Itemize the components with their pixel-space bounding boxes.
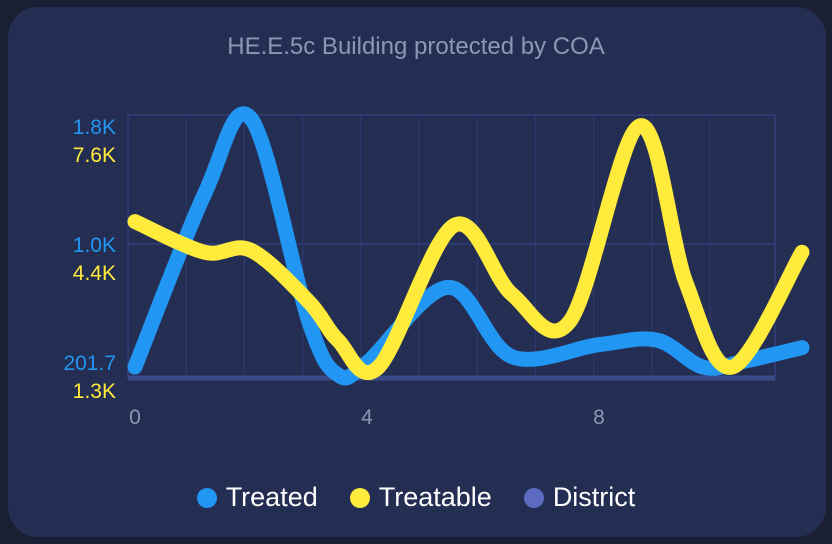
legend-label: Treated	[225, 482, 318, 512]
legend-item-district[interactable]: District	[523, 482, 636, 513]
y-tick-label: 1.3K	[73, 380, 116, 403]
legend-dot-icon	[196, 487, 217, 508]
legend-dot-icon	[523, 487, 544, 508]
legend-label: District	[552, 482, 636, 512]
y-tick-label: 4.4K	[73, 262, 116, 285]
series-line-treatable	[127, 118, 810, 380]
series-lines	[127, 106, 810, 386]
x-tick-label: 8	[593, 406, 605, 429]
legend-item-treated[interactable]: Treated	[196, 482, 318, 513]
y-axis-ticks: 1.8K 1.0K 201.7 7.6K 4.4K 1.3K	[63, 116, 116, 403]
x-axis-ticks: 0 4 8	[129, 406, 605, 429]
y-tick-label: 1.0K	[73, 234, 116, 257]
chart-legend: Treated Treatable District	[0, 482, 832, 513]
y-tick-label: 7.6K	[73, 144, 116, 167]
y-tick-label: 201.7	[63, 352, 116, 375]
x-tick-label: 4	[361, 406, 373, 429]
chart-title: HE.E.5c Building protected by COA	[227, 33, 605, 60]
x-tick-label: 0	[129, 406, 141, 429]
legend-item-treatable[interactable]: Treatable	[349, 482, 492, 513]
y-tick-label: 1.8K	[73, 116, 116, 139]
legend-label: Treatable	[378, 482, 492, 512]
legend-dot-icon	[349, 487, 370, 508]
